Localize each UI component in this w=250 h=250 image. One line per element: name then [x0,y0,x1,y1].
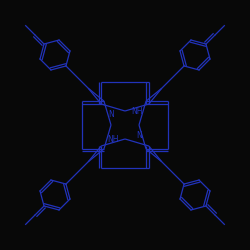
Text: N: N [108,110,114,119]
Text: N: N [136,131,142,140]
Text: NH: NH [131,106,142,116]
Text: NH: NH [108,134,119,143]
